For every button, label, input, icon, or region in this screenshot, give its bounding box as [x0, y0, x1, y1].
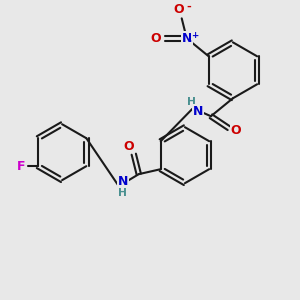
Text: F: F	[17, 160, 25, 173]
Text: O: O	[231, 124, 241, 137]
Text: O: O	[173, 3, 184, 16]
Text: N: N	[118, 175, 128, 188]
Text: O: O	[124, 140, 134, 153]
Text: H: H	[118, 188, 127, 198]
Text: O: O	[150, 32, 161, 45]
Text: +: +	[191, 31, 198, 40]
Text: N: N	[193, 105, 203, 118]
Text: H: H	[187, 97, 195, 107]
Text: N: N	[182, 32, 192, 45]
Text: -: -	[186, 2, 191, 11]
